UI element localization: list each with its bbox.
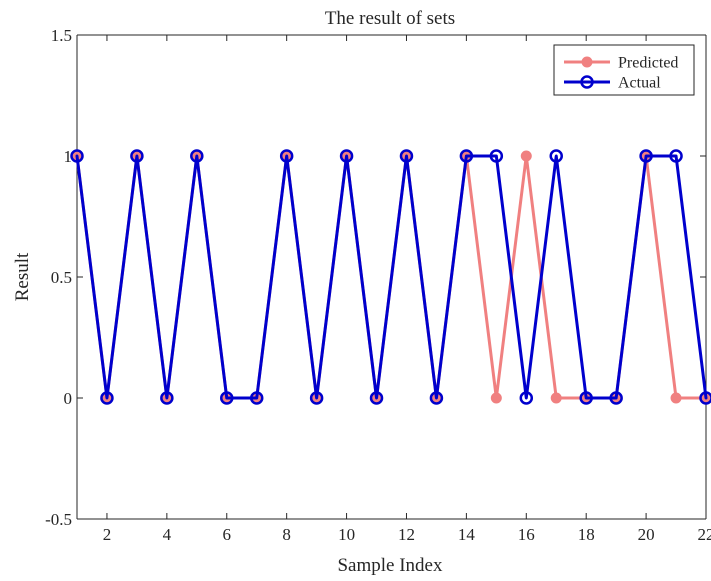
data-point-predicted-15 xyxy=(491,393,501,403)
x-tick-label-6: 6 xyxy=(223,525,232,544)
legend-label-predicted: Predicted xyxy=(618,55,678,72)
x-tick-label-4: 4 xyxy=(163,525,172,544)
x-axis-title: Sample Index xyxy=(337,555,443,576)
y-tick-label-1-5: 1.5 xyxy=(51,26,72,45)
x-tick-label-8: 8 xyxy=(282,525,291,544)
y-tick-label-0-5: 0.5 xyxy=(51,268,72,287)
data-point-predicted-16 xyxy=(521,151,531,161)
chart-title: The result of sets xyxy=(325,8,455,29)
y-tick-label--0-5: -0.5 xyxy=(45,510,72,529)
y-axis-title: Result xyxy=(12,252,33,301)
x-tick-label-20: 20 xyxy=(638,525,655,544)
x-tick-label-10: 10 xyxy=(338,525,355,544)
legend-label-actual: Actual xyxy=(618,75,661,92)
legend: Predicted Actual xyxy=(554,45,694,95)
data-point-predicted-21 xyxy=(671,393,681,403)
y-tick-label-0: 0 xyxy=(64,389,73,408)
x-tick-label-22: 22 xyxy=(698,525,711,544)
data-point-predicted-17 xyxy=(551,393,561,403)
x-tick-label-12: 12 xyxy=(398,525,415,544)
legend-marker-predicted xyxy=(582,57,592,67)
x-tick-label-2: 2 xyxy=(103,525,112,544)
x-tick-label-14: 14 xyxy=(458,525,476,544)
x-tick-label-16: 16 xyxy=(518,525,535,544)
x-tick-label-18: 18 xyxy=(578,525,595,544)
